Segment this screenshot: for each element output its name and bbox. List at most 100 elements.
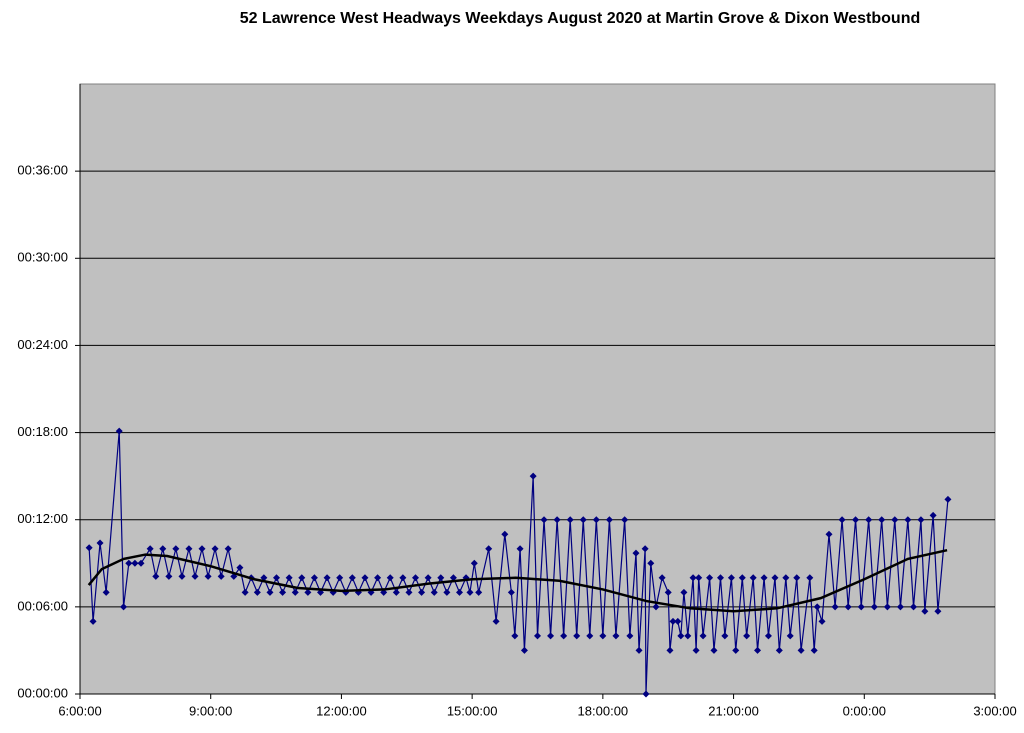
data-point — [652, 603, 660, 611]
y-tick-label: 00:12:00 — [17, 511, 68, 526]
data-point — [695, 574, 703, 582]
data-point — [689, 574, 697, 582]
data-point — [706, 574, 714, 582]
data-point — [507, 588, 515, 596]
data-point — [547, 632, 555, 640]
data-point — [291, 588, 299, 596]
data-point — [553, 516, 561, 524]
data-point — [669, 617, 677, 625]
data-point — [865, 516, 873, 524]
data-point — [664, 588, 672, 596]
data-point — [336, 574, 344, 582]
data-point — [934, 607, 942, 615]
data-point — [125, 559, 133, 567]
data-point — [692, 646, 700, 654]
data-point — [727, 574, 735, 582]
x-tick-label: 18:00:00 — [578, 703, 629, 718]
data-point — [102, 588, 110, 596]
data-point — [96, 539, 104, 547]
data-point — [529, 472, 537, 480]
chart-title: 52 Lawrence West Headways Weekdays Augus… — [240, 10, 921, 27]
data-point — [279, 588, 287, 596]
data-point — [137, 559, 145, 567]
data-point — [456, 588, 464, 596]
data-point — [475, 588, 483, 596]
data-point — [764, 632, 772, 640]
data-point — [204, 572, 212, 580]
data-point — [399, 574, 407, 582]
data-point — [534, 632, 541, 640]
data-point — [878, 516, 886, 524]
data-point — [775, 646, 783, 654]
data-point — [632, 549, 640, 557]
data-point — [172, 545, 180, 553]
data-point — [870, 603, 878, 611]
data-point — [273, 574, 281, 582]
data-point — [120, 603, 128, 611]
data-point — [626, 632, 634, 640]
data-point — [605, 516, 613, 524]
data-point — [666, 646, 674, 654]
data-point — [806, 574, 814, 582]
x-tick-label: 12:00:00 — [316, 703, 367, 718]
data-point — [677, 632, 685, 640]
data-point — [680, 588, 688, 596]
data-point — [684, 632, 692, 640]
data-point — [146, 545, 154, 553]
data-point — [516, 545, 524, 553]
data-point — [520, 646, 528, 654]
data-point — [236, 564, 244, 572]
data-point — [883, 603, 891, 611]
data-point — [786, 632, 794, 640]
data-point — [430, 588, 438, 596]
data-point — [418, 588, 426, 596]
data-point — [612, 632, 620, 640]
data-point — [449, 574, 457, 582]
data-point — [838, 516, 846, 524]
data-point — [198, 545, 206, 553]
data-point — [310, 574, 318, 582]
data-point — [917, 516, 925, 524]
data-point — [165, 572, 173, 580]
data-point — [754, 646, 762, 654]
data-point — [921, 607, 929, 615]
data-point — [348, 574, 356, 582]
data-point — [810, 646, 818, 654]
data-point — [501, 530, 509, 538]
data-point — [386, 574, 394, 582]
data-point — [492, 617, 500, 625]
data-point — [443, 588, 451, 596]
x-tick-label: 3:00:00 — [973, 703, 1016, 718]
data-point — [253, 588, 261, 596]
data-point — [642, 690, 650, 698]
data-point — [721, 632, 729, 640]
data-point — [89, 617, 97, 625]
data-point — [771, 574, 779, 582]
y-tick-label: 00:18:00 — [17, 424, 68, 439]
data-point — [929, 511, 937, 519]
data-point — [749, 574, 757, 582]
data-point — [217, 572, 225, 580]
x-tick-label: 15:00:00 — [447, 703, 498, 718]
data-point — [732, 646, 740, 654]
data-point — [566, 516, 574, 524]
data-point — [710, 646, 718, 654]
data-point — [647, 559, 655, 567]
data-point — [211, 545, 219, 553]
data-point — [579, 516, 587, 524]
data-point — [412, 574, 419, 582]
y-tick-label: 00:06:00 — [17, 598, 68, 613]
data-point — [904, 516, 912, 524]
data-point — [857, 603, 865, 611]
data-point — [560, 632, 568, 640]
y-tick-label: 00:30:00 — [17, 250, 68, 265]
data-point — [621, 516, 629, 524]
data-point — [896, 603, 904, 611]
data-point — [717, 574, 724, 582]
data-point — [891, 516, 899, 524]
data-point — [392, 588, 400, 596]
data-point — [586, 632, 594, 640]
x-tick-label: 6:00:00 — [58, 703, 101, 718]
plot-area — [79, 83, 996, 695]
data-point — [374, 574, 382, 582]
